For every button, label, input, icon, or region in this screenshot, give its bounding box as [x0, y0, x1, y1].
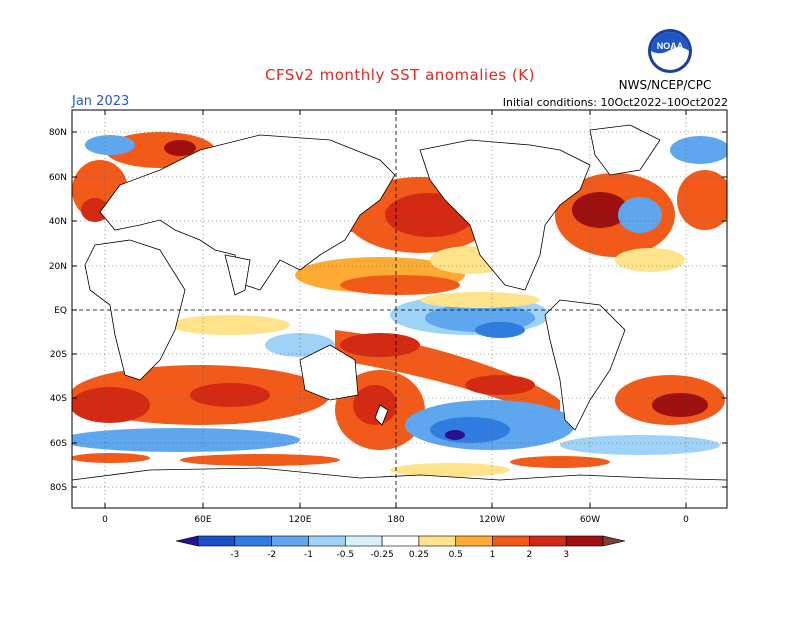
chart-title: CFSv2 monthly SST anomalies (K) [265, 66, 535, 84]
colorbar: -3 -2 -1 -0.5 -0.25 0.25 0.5 1 2 3 [175, 535, 626, 560]
new-zealand-land [374, 404, 389, 426]
lat-tick-label: 60N [49, 173, 67, 183]
lat-tick-label: 40N [49, 217, 67, 227]
colorbar-tick-label: 0.25 [409, 550, 429, 560]
antarctica-land [72, 467, 727, 508]
colorbar-bin [455, 535, 493, 547]
lon-tick-label: 180 [387, 515, 404, 525]
india-land [224, 254, 251, 296]
lat-tick-label: 40S [50, 394, 67, 404]
colorbar-low-arrow [175, 535, 199, 547]
lat-tick-label: EQ [54, 306, 67, 316]
agency-label: NWS/NCEP/CPC [618, 78, 712, 92]
south-america-land [544, 299, 626, 431]
colorbar-tick-label: 1 [490, 550, 496, 560]
colorbar-tick-label: -0.5 [336, 550, 354, 560]
colorbar-bin [418, 535, 457, 547]
greenland-land [589, 124, 661, 176]
colorbar-bin [381, 535, 420, 547]
colorbar-tick-label: 2 [526, 550, 532, 560]
lat-tick-label: 60S [50, 439, 67, 449]
eurasia-land [99, 134, 396, 291]
lat-tick-label: 20S [50, 350, 67, 360]
colorbar-bin [271, 535, 309, 547]
colorbar-tick-label: -0.25 [370, 550, 393, 560]
initial-conditions: Initial conditions: 10Oct2022–10Oct2022 [502, 96, 728, 109]
lon-tick-label: 60E [194, 515, 211, 525]
colorbar-tick-label: 0.5 [449, 550, 463, 560]
lon-tick-label: 0 [102, 515, 108, 525]
colorbar-tick-label: -1 [304, 550, 313, 560]
colorbar-bin [234, 535, 272, 547]
colorbar-bin [197, 535, 236, 547]
colorbar-bin [565, 535, 604, 547]
north-america-land [419, 139, 591, 291]
colorbar-tick-label: 3 [563, 550, 569, 560]
reference-lines [72, 110, 727, 508]
noaa-logo-icon: NOAA [647, 28, 693, 78]
colorbar-tick-label: -2 [267, 550, 276, 560]
colorbar-bin [308, 535, 346, 547]
colorbar-tick-label: -3 [230, 550, 239, 560]
lat-tick-label: 80S [50, 483, 67, 493]
lat-tick-label: 80N [49, 128, 67, 138]
lon-tick-label: 60W [580, 515, 600, 525]
noaa-logo-text: NOAA [657, 41, 684, 51]
colorbar-bin [344, 535, 383, 547]
lat-tick-label: 20N [49, 262, 67, 272]
lon-tick-label: 0 [683, 515, 689, 525]
colorbar-bin [492, 535, 530, 547]
longitude-ticks: 0 60E 120E 180 120W 60W 0 [102, 110, 689, 525]
map-frame [71, 109, 728, 509]
anomaly-field [72, 110, 727, 508]
lon-tick-label: 120E [289, 515, 312, 525]
latitude-ticks: 80N 60N 40N 20N EQ 20S 40S 60S 80S [49, 128, 727, 493]
lon-tick-label: 120W [479, 515, 505, 525]
colorbar-bin [529, 535, 567, 547]
colorbar-high-arrow [602, 535, 626, 547]
australia-land [299, 344, 359, 401]
forecast-month: Jan 2023 [72, 94, 130, 109]
